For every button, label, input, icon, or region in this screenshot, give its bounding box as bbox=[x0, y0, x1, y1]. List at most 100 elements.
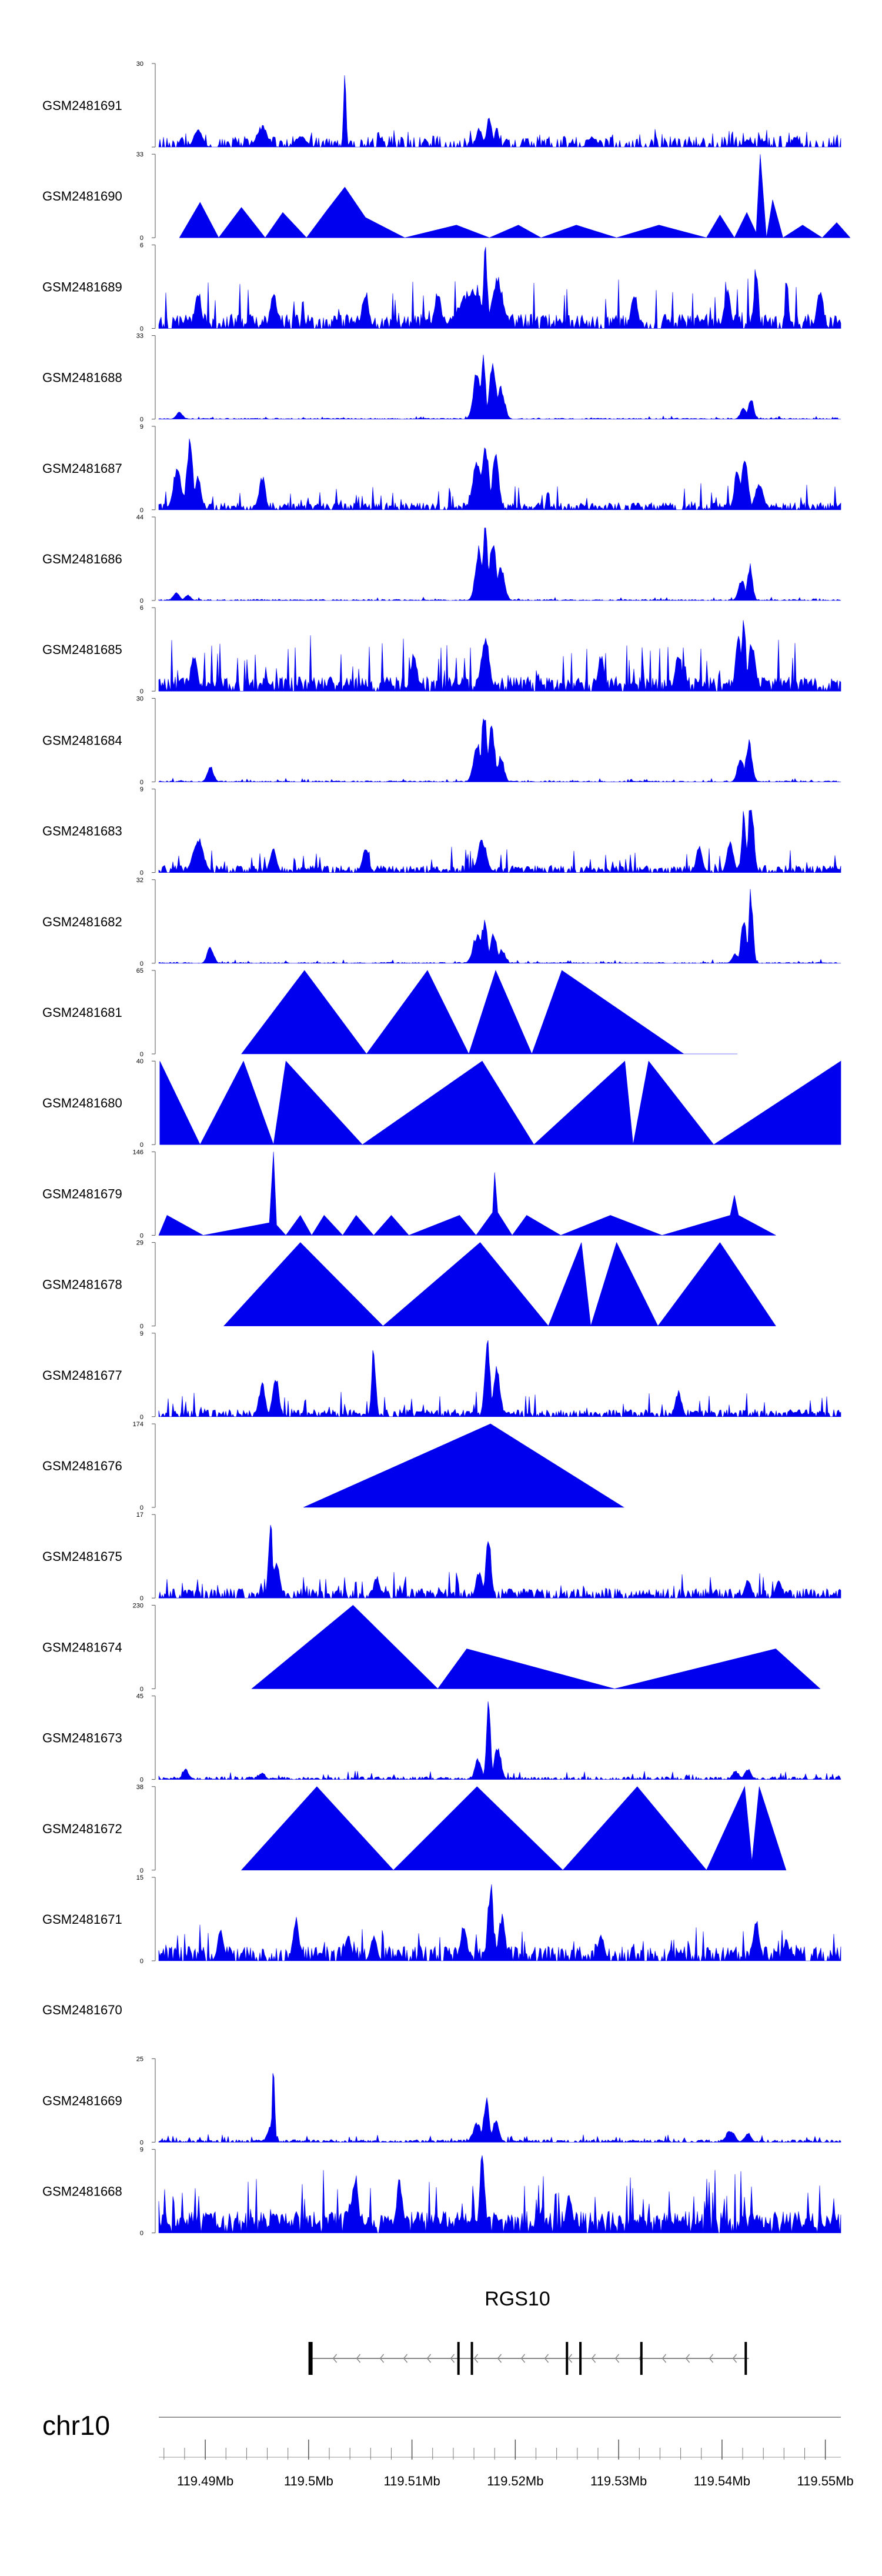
y-axis-max-label: 30 bbox=[136, 695, 143, 702]
tick-label: 119.54Mb bbox=[694, 2474, 750, 2488]
signal-area bbox=[158, 1524, 841, 1599]
track-label: GSM2481678 bbox=[42, 1277, 122, 1292]
y-axis-max-label: 33 bbox=[136, 151, 143, 158]
gene-exon bbox=[744, 2342, 747, 2375]
track-label: GSM2481691 bbox=[42, 98, 122, 113]
strand-arrow bbox=[497, 2354, 502, 2363]
gene-track: RGS10 bbox=[308, 2288, 749, 2375]
y-axis-max-label: 174 bbox=[133, 1421, 143, 1428]
strand-arrow bbox=[403, 2354, 408, 2363]
track-GSM2481685: GSM2481685 6 0 bbox=[42, 605, 841, 695]
y-axis-max-label: 45 bbox=[136, 1693, 143, 1700]
strand-arrow bbox=[450, 2354, 455, 2363]
signal-area bbox=[158, 810, 841, 873]
track-GSM2481678: GSM2481678 29 0 bbox=[42, 1240, 776, 1330]
track-GSM2481669: GSM2481669 25 0 bbox=[42, 2056, 841, 2146]
track-GSM2481677: GSM2481677 9 0 bbox=[42, 1330, 841, 1421]
y-axis-max-label: 44 bbox=[136, 514, 143, 521]
signal-area bbox=[158, 75, 841, 148]
track-label: GSM2481682 bbox=[42, 915, 122, 929]
y-axis-max-label: 17 bbox=[136, 1511, 143, 1519]
track-label: GSM2481681 bbox=[42, 1005, 122, 1020]
track-label: GSM2481670 bbox=[42, 2003, 122, 2017]
track-label: GSM2481668 bbox=[42, 2184, 122, 2199]
strand-arrow bbox=[709, 2354, 714, 2363]
gene-exon bbox=[566, 2342, 569, 2375]
signal-area bbox=[303, 1423, 624, 1508]
y-axis-min-label: 0 bbox=[140, 1595, 143, 1602]
track-GSM2481688: GSM2481688 33 0 bbox=[42, 333, 841, 423]
signal-area bbox=[158, 1340, 841, 1417]
y-axis-min-label: 0 bbox=[140, 688, 143, 695]
y-axis-max-label: 25 bbox=[136, 2056, 143, 2063]
signal-area bbox=[158, 355, 841, 420]
strand-arrow bbox=[567, 2354, 573, 2363]
y-axis-min-label: 0 bbox=[140, 235, 143, 242]
track-label: GSM2481685 bbox=[42, 642, 122, 657]
signal-area bbox=[158, 889, 841, 964]
y-axis-max-label: 65 bbox=[136, 967, 143, 975]
y-axis-min-label: 0 bbox=[140, 960, 143, 967]
track-GSM2481680: GSM2481680 40 0 bbox=[42, 1058, 841, 1149]
strand-arrow bbox=[614, 2354, 620, 2363]
track-label: GSM2481676 bbox=[42, 1459, 122, 1473]
signal-area bbox=[251, 1604, 821, 1689]
signal-area bbox=[158, 1152, 776, 1236]
track-GSM2481671: GSM2481671 15 0 bbox=[42, 1874, 841, 1965]
gene-exon bbox=[308, 2342, 313, 2375]
signal-area bbox=[240, 970, 738, 1055]
track-label: GSM2481689 bbox=[42, 279, 122, 294]
y-axis-min-label: 0 bbox=[140, 1414, 143, 1421]
y-axis-max-label: 6 bbox=[140, 605, 143, 612]
y-axis-max-label: 32 bbox=[136, 877, 143, 884]
y-axis-max-label: 40 bbox=[136, 1058, 143, 1065]
track-GSM2481690: GSM2481690 33 0 bbox=[42, 151, 851, 242]
tick-label: 119.52Mb bbox=[487, 2474, 543, 2488]
y-axis-min-label: 0 bbox=[140, 1686, 143, 1693]
y-axis-min-label: 0 bbox=[140, 598, 143, 605]
track-GSM2481681: GSM2481681 65 0 bbox=[42, 967, 738, 1058]
y-axis-max-label: 9 bbox=[140, 1330, 143, 1337]
signal-area bbox=[158, 528, 841, 601]
track-GSM2481687: GSM2481687 9 0 bbox=[42, 423, 841, 514]
track-label: GSM2481675 bbox=[42, 1549, 122, 1564]
y-axis-min-label: 0 bbox=[140, 1232, 143, 1239]
y-axis-max-label: 33 bbox=[136, 333, 143, 340]
track-label: GSM2481671 bbox=[42, 1912, 122, 1927]
gene-exon bbox=[457, 2342, 460, 2375]
signal-area bbox=[158, 2073, 841, 2143]
y-axis-min-label: 0 bbox=[140, 1867, 143, 1874]
track-GSM2481676: GSM2481676 174 0 bbox=[42, 1421, 624, 1511]
track-label: GSM2481669 bbox=[42, 2093, 122, 2108]
y-axis-min-label: 0 bbox=[140, 1142, 143, 1149]
track-label: GSM2481679 bbox=[42, 1186, 122, 1201]
signal-area bbox=[223, 1242, 776, 1327]
y-axis-min-label: 0 bbox=[140, 1504, 143, 1511]
track-label: GSM2481677 bbox=[42, 1368, 122, 1383]
track-GSM2481672: GSM2481672 38 0 bbox=[42, 1784, 787, 1874]
track-label: GSM2481688 bbox=[42, 371, 122, 385]
strand-arrow bbox=[685, 2354, 690, 2363]
y-axis-min-label: 0 bbox=[140, 1323, 143, 1330]
track-GSM2481683: GSM2481683 9 0 bbox=[42, 786, 841, 877]
y-axis-max-label: 38 bbox=[136, 1784, 143, 1791]
y-axis-max-label: 6 bbox=[140, 242, 143, 249]
track-GSM2481689: GSM2481689 6 0 bbox=[42, 242, 841, 332]
tick-label: 119.5Mb bbox=[284, 2474, 333, 2488]
y-axis-min-label: 0 bbox=[140, 870, 143, 877]
y-axis-max-label: 146 bbox=[133, 1149, 143, 1156]
tick-label: 119.55Mb bbox=[797, 2474, 854, 2488]
signal-area bbox=[179, 154, 851, 238]
strand-arrow bbox=[591, 2354, 596, 2363]
tick-label: 119.49Mb bbox=[177, 2474, 233, 2488]
y-axis-min-label: 0 bbox=[140, 325, 143, 332]
track-label: GSM2481684 bbox=[42, 733, 122, 748]
y-axis-min-label: 0 bbox=[140, 1051, 143, 1058]
signal-tracks: GSM248169130GSM2481690330GSM248168960GSM… bbox=[42, 61, 851, 2237]
y-axis-max-label: 9 bbox=[140, 423, 143, 431]
track-GSM2481668: GSM2481668 9 0 bbox=[42, 2147, 841, 2237]
track-GSM2481684: GSM2481684 30 0 bbox=[42, 695, 841, 786]
y-axis-max-label: 9 bbox=[140, 786, 143, 793]
strand-arrow bbox=[732, 2354, 737, 2363]
